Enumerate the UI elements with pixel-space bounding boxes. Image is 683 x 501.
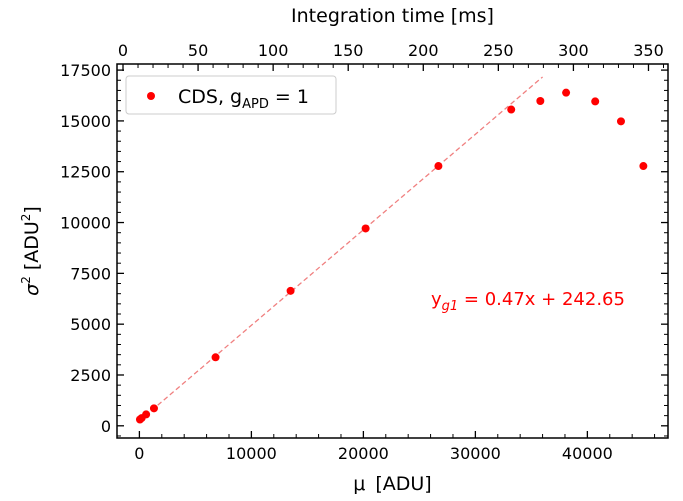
top-tick-label: 200 (408, 41, 439, 60)
x-tick-label: 20000 (338, 444, 389, 463)
fit-equation: yg1 = 0.47x + 242.65 (431, 289, 625, 314)
y-tick-label: 10000 (60, 214, 111, 233)
top-axis-title: Integration time [ms] (291, 5, 494, 27)
top-tick-label: 350 (633, 41, 664, 60)
data-point (286, 286, 295, 295)
x-axis-symbol: μ (353, 473, 365, 495)
y-axis-unit-post: ] (21, 206, 43, 213)
x-axis-unit: [ADU] (375, 473, 431, 495)
top-tick-label: 300 (558, 41, 589, 60)
data-point (616, 117, 625, 126)
data-point (536, 96, 545, 105)
top-tick-label: 150 (333, 41, 364, 60)
data-point (639, 162, 648, 171)
y-tick-label: 2500 (70, 366, 111, 385)
top-tick-label: 250 (483, 41, 514, 60)
data-point (507, 105, 516, 114)
fit-line (138, 76, 543, 422)
y-tick-label: 5000 (70, 315, 111, 334)
x-tick-label: 10000 (226, 444, 277, 463)
legend-label: CDS, gAPD = 1 (178, 86, 309, 112)
y-axis-title: σ2[ADU2] (19, 206, 43, 296)
y-tick-label: 7500 (70, 264, 111, 283)
y-tick-label: 15000 (60, 112, 111, 131)
y-axis-symbol-sup: 2 (19, 276, 33, 284)
y-axis-unit-sup: 2 (19, 214, 33, 222)
legend-box (125, 75, 337, 115)
data-point (142, 410, 151, 419)
x-tick-label: 30000 (450, 444, 501, 463)
legend: CDS, gAPD = 1 (125, 75, 337, 115)
y-tick-label: 12500 (60, 163, 111, 182)
top-tick-label: 0 (118, 41, 128, 60)
x-tick-label: 40000 (562, 444, 613, 463)
y-axis-symbol: σ (21, 283, 43, 296)
x-axis-title: μ [ADU] (353, 473, 431, 495)
plot-frame (116, 63, 669, 439)
data-point (361, 224, 370, 233)
data-point (562, 88, 571, 97)
data-point (434, 162, 443, 171)
legend-marker (147, 92, 155, 100)
y-tick-label: 0 (101, 417, 111, 436)
data-point (149, 404, 158, 413)
y-tick-label: 17500 (60, 61, 111, 80)
top-tick-label: 100 (258, 41, 289, 60)
y-axis-unit-pre: [ADU (21, 221, 43, 270)
top-tick-label: 50 (188, 41, 208, 60)
data-point (591, 97, 600, 106)
x-tick-label: 0 (134, 444, 144, 463)
data-point (211, 353, 220, 362)
